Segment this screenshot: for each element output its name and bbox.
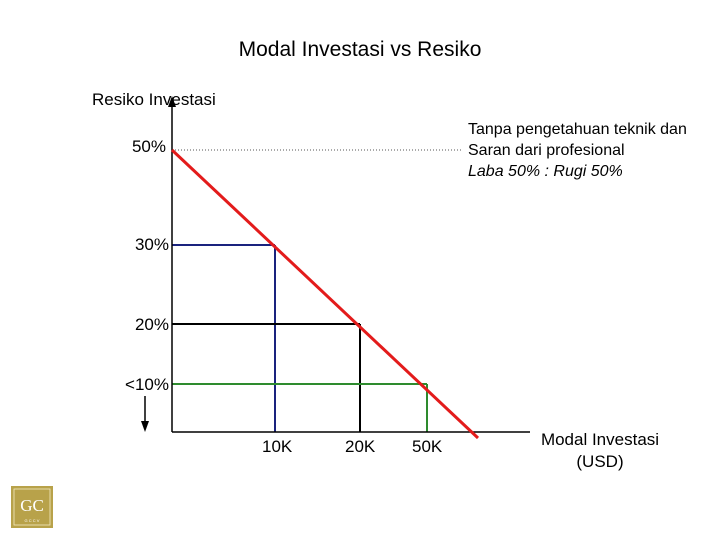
annotation-note: Tanpa pengetahuan teknik dan Saran dari … [468, 119, 687, 182]
y-tick-20: 20% [134, 315, 169, 334]
risk-line [170, 148, 480, 440]
x-axis-title-line-1: Modal Investasi [540, 430, 660, 449]
logo: GC G C C V [11, 486, 53, 528]
x-axis-title-line-2: (USD) [576, 452, 624, 471]
down-arrow-icon [141, 421, 149, 432]
note-line-1: Tanpa pengetahuan teknik dan [468, 121, 687, 138]
x-tick-20k: 20K [345, 437, 376, 456]
note-line-3: Laba 50% : Rugi 50% [468, 163, 623, 180]
x-tick-10k: 10K [262, 437, 293, 456]
y-tick-50: 50% [131, 137, 166, 156]
x-tick-50k: 50K [412, 437, 443, 456]
y-axis-title: Resiko Investasi [92, 90, 216, 109]
logo-small-text: G C C V [25, 518, 40, 523]
y-tick-30: 30% [134, 235, 169, 254]
diagram-title: Modal Investasi vs Resiko [238, 38, 482, 61]
y-axis-arrow-icon [168, 96, 176, 107]
x-axis-title: Modal Investasi (USD) [520, 429, 680, 473]
note-line-2: Saran dari profesional [468, 142, 625, 159]
y-tick-10: <10% [125, 375, 169, 394]
logo-letters: GC [20, 496, 44, 515]
